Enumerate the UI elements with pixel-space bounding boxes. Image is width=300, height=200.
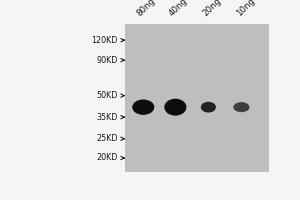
Ellipse shape: [201, 102, 216, 113]
Ellipse shape: [233, 102, 250, 112]
Text: 40ng: 40ng: [167, 0, 189, 18]
Text: 90KD: 90KD: [96, 56, 118, 65]
Ellipse shape: [132, 99, 154, 115]
Ellipse shape: [164, 99, 186, 116]
Text: 20ng: 20ng: [201, 0, 223, 18]
Text: 50KD: 50KD: [96, 91, 118, 100]
Text: 10ng: 10ng: [235, 0, 256, 18]
Bar: [125, 24, 269, 172]
Text: 25KD: 25KD: [96, 134, 118, 143]
Text: 120KD: 120KD: [91, 36, 118, 45]
Text: 20KD: 20KD: [96, 153, 118, 162]
Text: 35KD: 35KD: [96, 113, 118, 122]
Text: 80ng: 80ng: [135, 0, 157, 18]
